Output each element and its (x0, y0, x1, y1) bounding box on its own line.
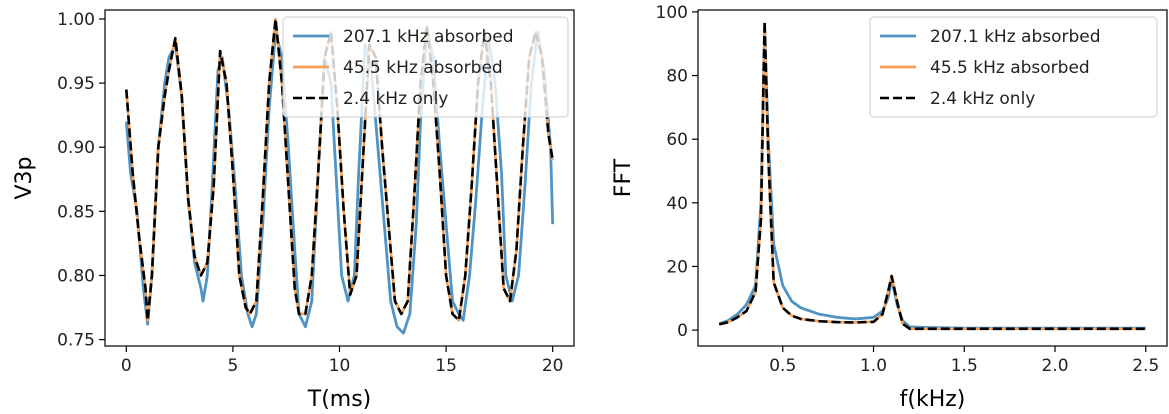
frequency-domain-y-tick-label: 40 (666, 194, 688, 214)
frequency-domain-ticks: 0.5 1.0 1.5 2.0 2.5 0 20 40 60 80 100 (656, 3, 1160, 376)
time-domain-legend-label-3: 2.4 kHz only (343, 89, 448, 109)
frequency-domain-y-tick-label: 60 (666, 130, 688, 150)
frequency-domain-x-tick-label: 1.0 (860, 356, 887, 376)
frequency-domain-x-tick-label: 2.0 (1041, 356, 1068, 376)
time-domain-x-tick-label: 15 (435, 356, 457, 376)
time-domain-y-tick-label: 0.95 (57, 74, 95, 94)
time-domain-axes-frame (104, 9, 575, 347)
time-domain-y-tick-label: 0.80 (57, 266, 95, 286)
frequency-domain-y-tick-label: 80 (666, 67, 688, 87)
frequency-domain-x-axis-label: f(kHz) (900, 387, 966, 412)
time-domain-legend-frame (282, 16, 569, 118)
time-domain-series-line-1 (124, 30, 555, 335)
time-domain-panel: 0 5 10 15 20 0.75 0.80 0.85 0.90 0.95 1.00 T(ms) V… (12, 9, 575, 412)
time-domain-x-axis-label: T(ms) (307, 387, 372, 412)
frequency-domain-legend-frame (869, 16, 1158, 118)
frequency-domain-legend-label-2: 45.5 kHz absorbed (930, 58, 1090, 78)
frequency-domain-y-tick-label: 20 (666, 257, 688, 277)
time-domain-y-tick-label: 0.90 (57, 138, 95, 158)
time-domain-y-tick-label: 0.85 (57, 202, 95, 222)
frequency-domain-x-tick-label: 1.5 (951, 356, 978, 376)
time-domain-y-axis-label: V3p (12, 156, 37, 199)
frequency-domain-panel: 0.5 1.0 1.5 2.0 2.5 0 20 40 60 80 100 f(kHz) FFT 2… (611, 3, 1168, 412)
frequency-domain-series-line-3 (718, 20, 1146, 331)
frequency-domain-plot-lines (718, 20, 1146, 331)
frequency-domain-x-tick-label: 0.5 (769, 356, 796, 376)
frequency-domain-legend-label-3: 2.4 kHz only (930, 89, 1035, 109)
time-domain-x-tick-label: 5 (227, 356, 238, 376)
frequency-domain-legend: 207.1 kHz absorbed 45.5 kHz absorbed 2.4 k… (869, 16, 1158, 118)
frequency-domain-axes-frame (697, 9, 1168, 347)
time-domain-x-tick-label: 20 (542, 356, 564, 376)
frequency-domain-legend-label-1: 207.1 kHz absorbed (930, 27, 1101, 47)
frequency-domain-x-tick-label: 2.5 (1132, 356, 1159, 376)
time-domain-x-tick-label: 0 (121, 356, 132, 376)
time-domain-legend-label-1: 207.1 kHz absorbed (343, 27, 514, 47)
frequency-domain-y-tick-label: 100 (656, 3, 688, 23)
frequency-domain-y-axis-label: FFT (611, 158, 636, 197)
time-domain-y-tick-label: 0.75 (57, 331, 95, 351)
time-domain-y-tick-label: 1.00 (57, 10, 95, 30)
time-domain-ticks: 0 5 10 15 20 0.75 0.80 0.85 0.90 0.95 1.00 (57, 10, 563, 376)
frequency-domain-y-tick-label: 0 (677, 321, 688, 341)
time-domain-legend: 207.1 kHz absorbed 45.5 kHz absorbed 2.4 k… (282, 16, 569, 118)
time-domain-legend-label-2: 45.5 kHz absorbed (343, 58, 503, 78)
time-domain-x-tick-label: 10 (329, 356, 351, 376)
